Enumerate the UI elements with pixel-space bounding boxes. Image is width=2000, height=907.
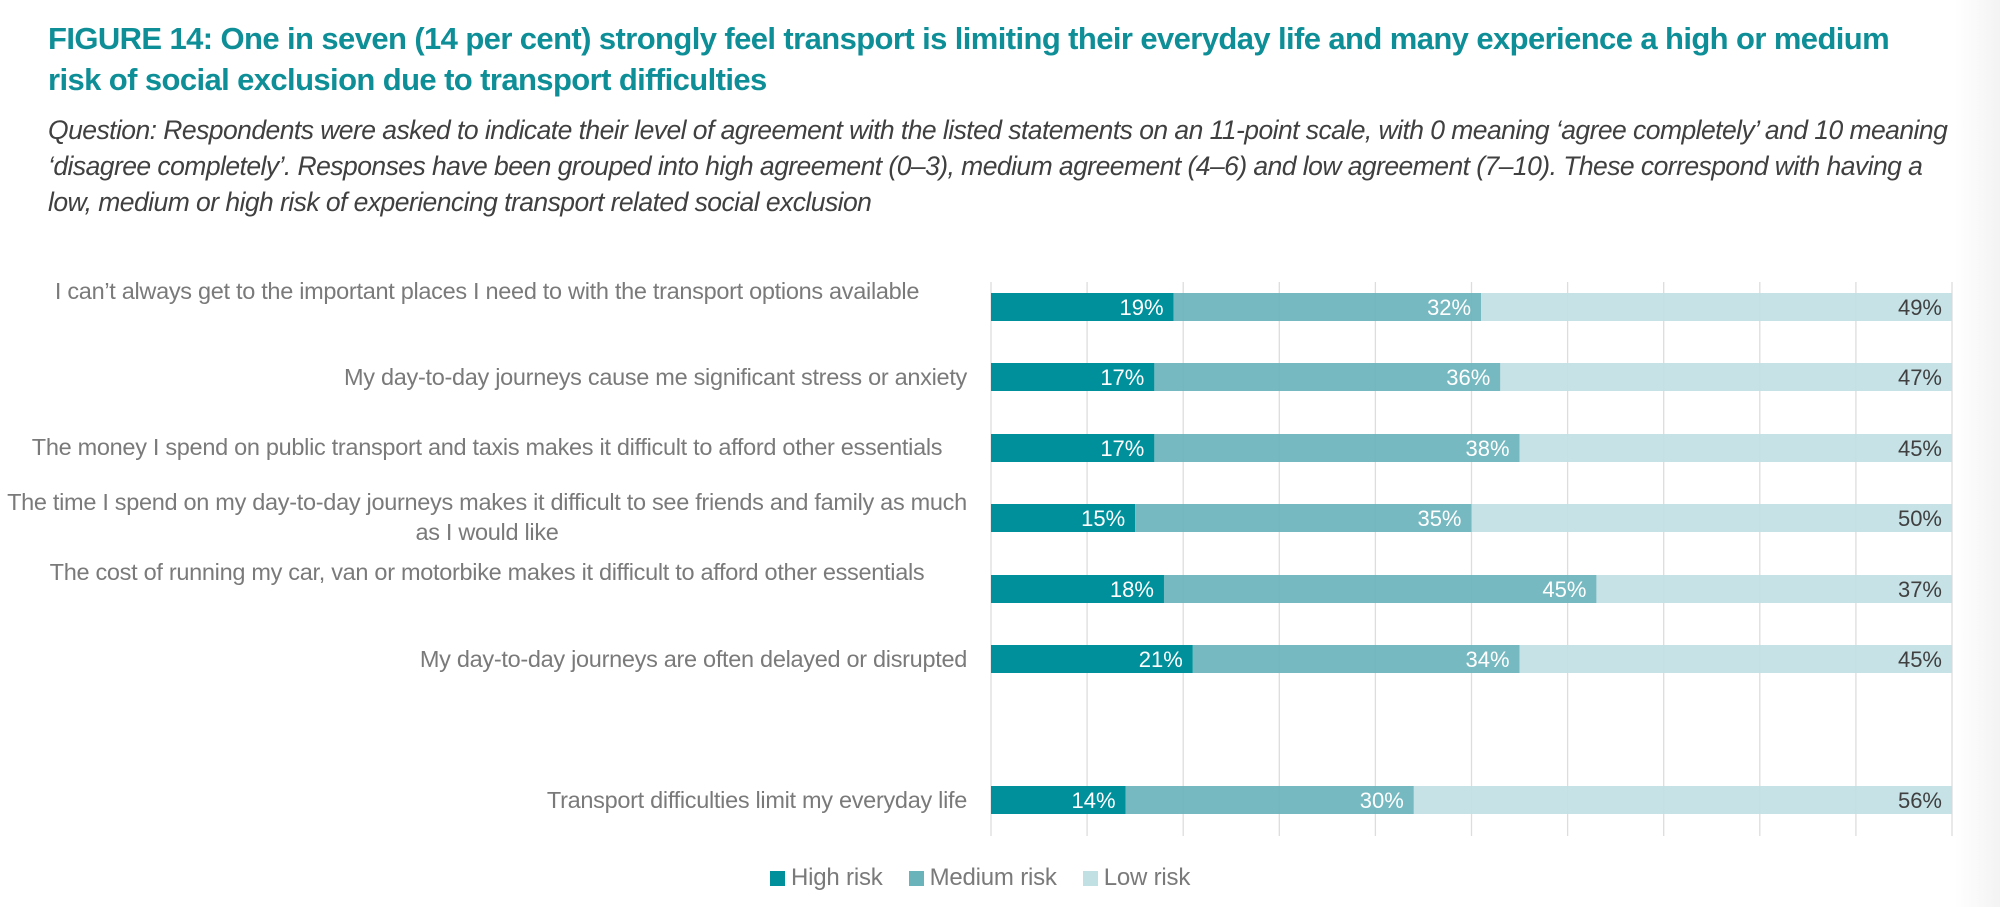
bar-value-label: 19% (1120, 295, 1164, 320)
bar-segment-medium-risk (1125, 786, 1414, 814)
legend-swatch (770, 870, 785, 886)
category-label: The time I spend on my day-to-day journe… (7, 489, 967, 545)
bar-segment-medium-risk (1163, 575, 1597, 603)
legend-item-medium-risk: Medium risk (908, 864, 1057, 892)
bar-value-label: 18% (1110, 577, 1154, 602)
bar-segment-low-risk (1500, 363, 1952, 391)
bar-value-label: 49% (1898, 295, 1942, 320)
bar-segment-low-risk (1596, 575, 1952, 603)
page-edge-shadow (1955, 0, 2000, 907)
bars (991, 293, 1952, 814)
bar-segment-medium-risk (1173, 293, 1482, 321)
legend-label: High risk (791, 864, 883, 891)
category-label: My day-to-day journeys cause me signific… (344, 364, 967, 390)
bar-segment-low-risk (1413, 786, 1952, 814)
bar-value-label: 45% (1898, 436, 1942, 461)
bar-value-label: 50% (1898, 506, 1942, 531)
legend-swatch (1082, 870, 1098, 886)
bar-value-label: 36% (1446, 365, 1490, 390)
bar-value-label: 14% (1071, 788, 1115, 813)
legend-label: Medium risk (929, 864, 1057, 891)
bar-value-label: 15% (1081, 506, 1125, 531)
category-label: My day-to-day journeys are often delayed… (419, 646, 967, 672)
bar-value-label: 45% (1542, 577, 1586, 602)
legend-label: Low risk (1103, 864, 1191, 891)
legend-item-high-risk: High risk (770, 864, 883, 892)
bar-value-label: 37% (1898, 577, 1942, 602)
bar-segment-high-risk (991, 645, 1193, 673)
category-label: The cost of running my car, van or motor… (49, 559, 925, 585)
bar-segment-medium-risk (1192, 645, 1520, 673)
bar-value-label: 17% (1100, 436, 1144, 461)
figure-title: FIGURE 14: One in seven (14 per cent) st… (48, 21, 1890, 97)
bar-value-label: 21% (1139, 647, 1183, 672)
category-label: I can’t always get to the important plac… (54, 278, 920, 304)
legend-item-low-risk: Low risk (1082, 864, 1191, 892)
bar-segment-medium-risk (1154, 363, 1501, 391)
bar-segment-low-risk (1519, 645, 1952, 673)
bar-value-labels: 19% 32% 49% 17% 36% 47% 17% 38% 45% 15% 35% 50% 18% 4… (1071, 295, 1942, 813)
bar-segment-high-risk (991, 434, 1155, 462)
bar-value-label: 35% (1417, 506, 1461, 531)
bar-segment-medium-risk (1135, 504, 1472, 532)
bar-segment-low-risk (1471, 504, 1952, 532)
question-text: Question: Respondents were asked to indi… (48, 115, 1948, 217)
bar-segment-high-risk (991, 786, 1126, 814)
bar-segment-high-risk (991, 363, 1155, 391)
legend-swatch (908, 870, 924, 886)
bar-value-label: 47% (1898, 365, 1942, 390)
bar-value-label: 30% (1360, 788, 1404, 813)
bar-value-label: 34% (1466, 647, 1510, 672)
bar-segment-high-risk (991, 575, 1164, 603)
bar-value-label: 45% (1898, 647, 1942, 672)
bar-segment-high-risk (991, 504, 1136, 532)
bar-segment-low-risk (1519, 434, 1952, 462)
bar-value-label: 32% (1427, 295, 1471, 320)
bar-value-label: 56% (1898, 788, 1942, 813)
category-label: The money I spend on public transport an… (31, 434, 943, 460)
category-label: Transport difficulties limit my everyday… (546, 787, 967, 813)
bar-value-label: 38% (1466, 436, 1510, 461)
bar-segment-high-risk (991, 293, 1174, 321)
bar-value-label: 17% (1100, 365, 1144, 390)
bar-segment-medium-risk (1154, 434, 1520, 462)
bar-segment-low-risk (1481, 293, 1952, 321)
legend: High risk Medium risk Low risk (770, 864, 1190, 892)
